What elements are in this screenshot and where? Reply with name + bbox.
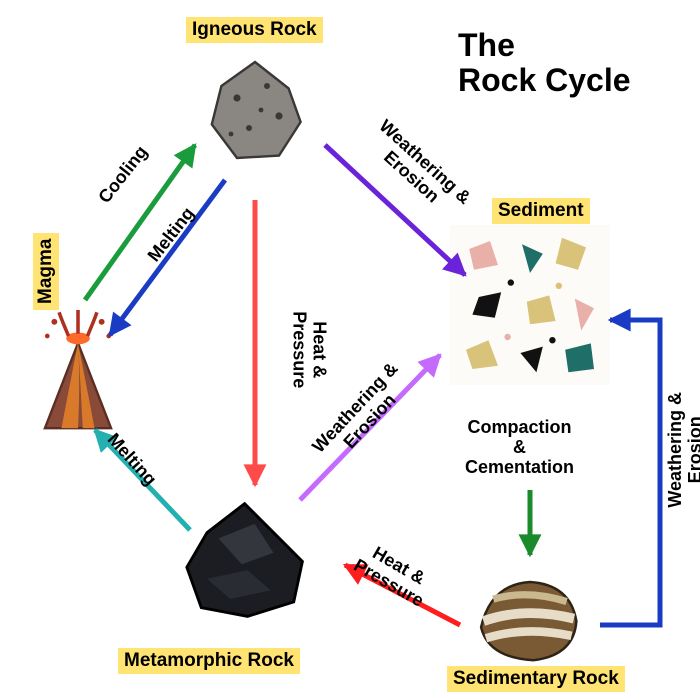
- metamorphic-rock-icon: [175, 495, 320, 625]
- edge-label-igneous-to-sediment: Weathering & Erosion: [362, 116, 474, 223]
- node-label-magma: Magma: [33, 233, 59, 310]
- igneous-rock-icon: [195, 50, 315, 170]
- sediment-icon: [450, 225, 610, 385]
- sedimentary-rock-icon: [465, 560, 590, 670]
- edge-label-magma-to-igneous: Cooling: [95, 142, 152, 207]
- title-line1: The: [458, 27, 515, 63]
- edge-label-sediment-to-sedimentary: Compaction & Cementation: [465, 418, 574, 477]
- node-label-sediment: Sediment: [492, 198, 590, 224]
- magma-volcano-icon: [18, 310, 138, 440]
- node-label-igneous: Igneous Rock: [186, 17, 323, 43]
- edge-label-sedimentary-to-metamorphic: Heat & Pressure: [350, 538, 437, 611]
- diagram-title: TheRock Cycle: [458, 28, 631, 98]
- title-line2: Rock Cycle: [458, 62, 631, 98]
- node-label-sedimentary: Sedimentary Rock: [447, 666, 625, 692]
- edge-label-sedimentary-to-sediment: Weathering & Erosion: [666, 392, 700, 508]
- node-label-metamorphic: Metamorphic Rock: [118, 648, 300, 674]
- rock-cycle-diagram: TheRock Cycle: [0, 0, 700, 700]
- edge-label-igneous-to-metamorphic: Heat & Pressure: [289, 311, 329, 388]
- edge-label-igneous-to-magma: Melting: [144, 204, 198, 266]
